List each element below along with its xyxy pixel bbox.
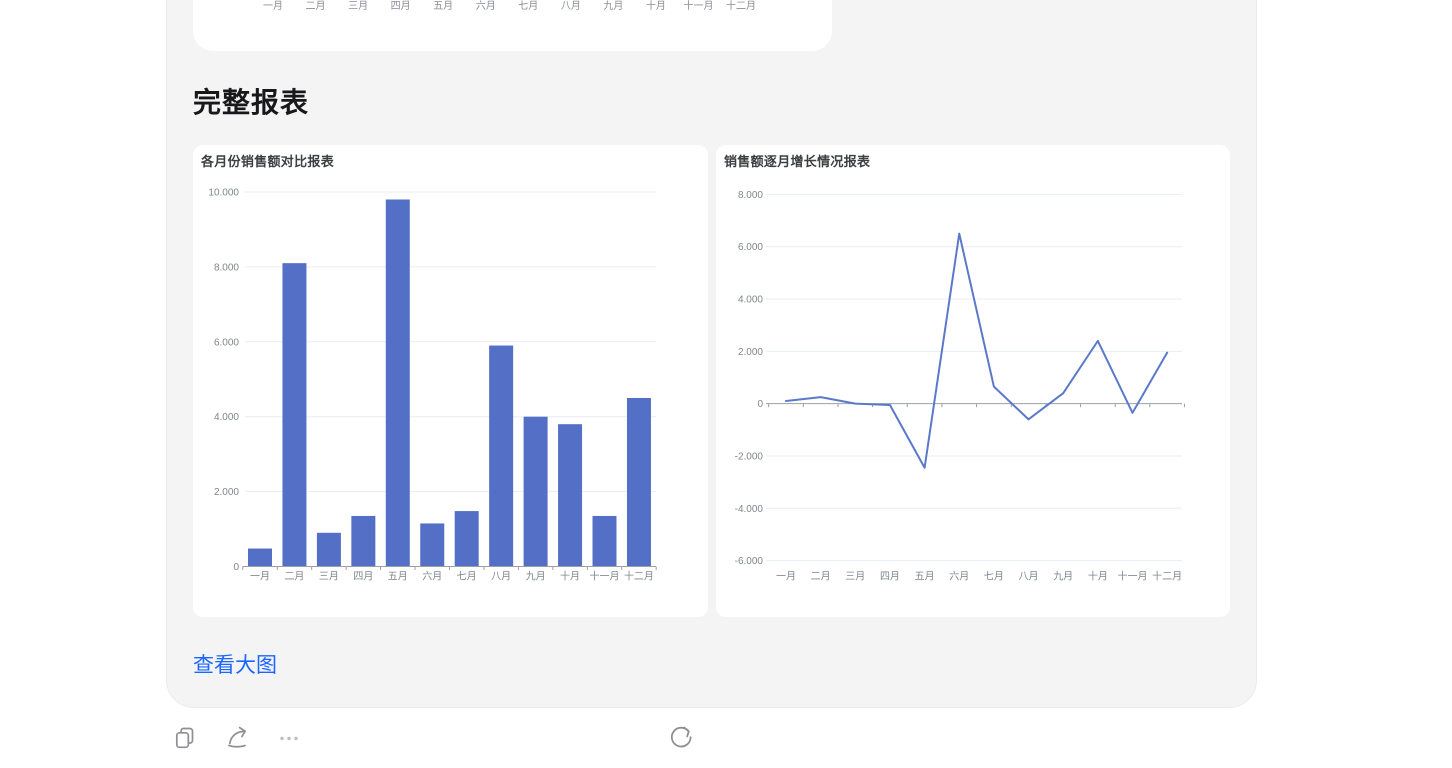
svg-text:6.000: 6.000: [214, 337, 239, 348]
svg-text:六月: 六月: [949, 571, 969, 583]
svg-text:-4.000: -4.000: [735, 504, 764, 515]
svg-text:一月: 一月: [250, 571, 270, 583]
svg-text:8.000: 8.000: [214, 262, 239, 273]
share-icon: [228, 726, 247, 748]
svg-text:十一月: 十一月: [1118, 570, 1148, 583]
svg-text:十月: 十月: [560, 570, 580, 583]
assistant-message-bubble: 一月 二月 三月 四月 五月 六月 七月 八月 九月 十月 十一月 十二月 完整报表 0 2.000 4.…: [166, 0, 1257, 708]
svg-text:八月: 八月: [491, 571, 511, 583]
svg-text:-6.000: -6.000: [735, 556, 764, 567]
line-chart-card: 8.000 6.000 4.000 2.000 0 -2.000 -4.000 -6.000 一…: [716, 145, 1230, 617]
svg-text:三月: 三月: [845, 571, 865, 583]
view-large-image-link[interactable]: 查看大图: [193, 654, 277, 677]
svg-text:十月: 十月: [1088, 570, 1108, 583]
svg-text:七月: 七月: [457, 571, 477, 583]
svg-text:十二月: 十二月: [1152, 570, 1182, 583]
previous-chart-card: 一月 二月 三月 四月 五月 六月 七月 八月 九月 十月 十一月 十二月: [193, 0, 832, 51]
share-button[interactable]: [222, 723, 252, 753]
svg-text:二月: 二月: [811, 571, 831, 583]
svg-text:九月: 九月: [526, 571, 546, 583]
svg-text:八月: 八月: [1019, 571, 1039, 583]
previous-chart-month-label: 十一月: [683, 1, 714, 12]
svg-text:三月: 三月: [319, 571, 339, 583]
more-options-button[interactable]: [274, 724, 304, 754]
svg-text:五月: 五月: [388, 571, 408, 583]
regenerate-button[interactable]: [666, 722, 696, 752]
report-charts-image: 0 2.000 4.000 6.000 8.000 10.000 一月 二月 三月 四月 五月 六月 七…: [193, 145, 1230, 617]
previous-chart-month-label: 十二月: [726, 1, 757, 12]
svg-text:九月: 九月: [1053, 571, 1073, 583]
bar-chart-card: 0 2.000 4.000 6.000 8.000 10.000 一月 二月 三月 四月 五月 六月 七…: [193, 145, 708, 617]
previous-chart-month-label: 三月: [348, 1, 369, 12]
previous-chart-month-label: 八月: [560, 1, 581, 12]
report-heading: 完整报表: [193, 87, 310, 118]
previous-chart-month-label: 九月: [603, 1, 624, 12]
svg-text:2.000: 2.000: [738, 347, 763, 358]
svg-text:六月: 六月: [422, 571, 442, 583]
svg-text:-2.000: -2.000: [735, 451, 764, 462]
svg-text:4.000: 4.000: [214, 412, 239, 423]
regenerate-icon: [670, 726, 692, 748]
bar-chart: 0 2.000 4.000 6.000 8.000 10.000 一月 二月 三月 四月 五月 六月 七…: [208, 188, 657, 583]
previous-chart-month-label: 一月: [263, 1, 283, 12]
svg-text:10.000: 10.000: [208, 188, 239, 199]
previous-chart-month-label: 七月: [518, 1, 539, 12]
previous-chart-month-label: 五月: [433, 1, 454, 12]
svg-text:0: 0: [757, 399, 763, 410]
copy-button[interactable]: [170, 723, 200, 753]
previous-chart-month-label: 十月: [645, 1, 666, 12]
svg-text:6.000: 6.000: [738, 242, 763, 253]
previous-chart-x-axis: 一月 二月 三月 四月 五月 六月 七月 八月 九月 十月 十一月 十二月: [193, 0, 832, 51]
copy-icon: [175, 727, 194, 749]
svg-text:十一月: 十一月: [590, 570, 620, 583]
svg-text:8.000: 8.000: [738, 190, 763, 201]
svg-text:十二月: 十二月: [624, 570, 654, 583]
line-chart: 8.000 6.000 4.000 2.000 0 -2.000 -4.000 -6.000 一…: [735, 190, 1185, 583]
svg-text:二月: 二月: [284, 571, 304, 583]
svg-text:0: 0: [233, 562, 239, 573]
previous-chart-month-label: 六月: [475, 1, 496, 12]
line-chart-title: 销售额逐月增长情况报表: [724, 154, 871, 169]
svg-text:2.000: 2.000: [214, 487, 239, 498]
svg-text:一月: 一月: [776, 571, 796, 583]
svg-text:四月: 四月: [880, 571, 900, 583]
previous-chart-month-label: 四月: [390, 1, 411, 12]
bar-chart-title: 各月份销售额对比报表: [201, 154, 335, 169]
svg-text:四月: 四月: [353, 571, 373, 583]
previous-chart-month-label: 二月: [305, 1, 326, 12]
svg-text:五月: 五月: [915, 571, 935, 583]
more-options-icon: [280, 736, 298, 741]
svg-text:七月: 七月: [984, 571, 1004, 583]
svg-text:4.000: 4.000: [738, 295, 763, 306]
